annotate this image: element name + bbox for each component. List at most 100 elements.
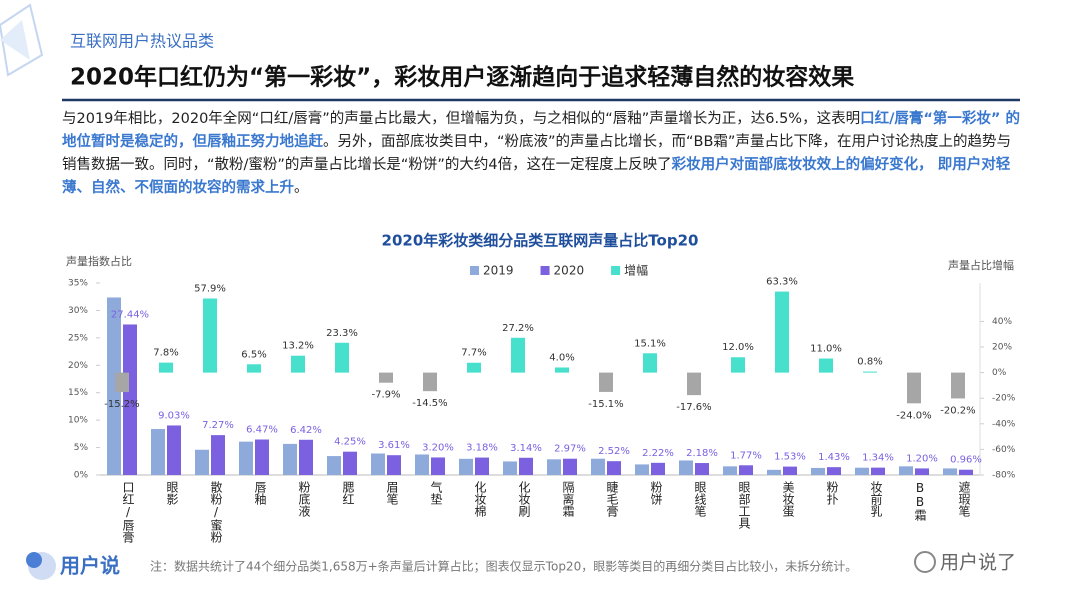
bar [591, 458, 605, 475]
bar [475, 457, 489, 475]
growth-bar [863, 371, 877, 373]
growth-label: 11.0% [810, 344, 842, 355]
growth-bar [467, 362, 481, 373]
bar [211, 435, 225, 475]
x-tick-label: 遮瑕笔 [957, 480, 971, 517]
bar [371, 453, 385, 475]
value-label: 3.20% [422, 442, 454, 453]
growth-bar [555, 367, 569, 373]
bar [651, 462, 665, 475]
legend-label: 2019 [483, 264, 514, 278]
x-tick-label: 散粉/蜜粉 [209, 480, 223, 543]
growth-bar [819, 358, 833, 373]
growth-bar [643, 353, 657, 373]
growth-bar [335, 342, 349, 373]
bar [783, 466, 797, 475]
value-label: 2.52% [598, 446, 630, 457]
growth-bar [907, 372, 921, 404]
y-tick-label: 30% [68, 306, 88, 316]
bar [943, 468, 957, 475]
bar [607, 461, 621, 475]
value-label: 7.27% [202, 420, 234, 431]
value-label: 2.18% [686, 448, 718, 459]
bar [123, 324, 137, 475]
x-tick-label: 妆前乳 [869, 481, 883, 517]
value-label: 1.20% [906, 453, 938, 464]
growth-bar [511, 337, 525, 373]
x-tick-label: 口红/唇膏 [121, 481, 135, 543]
value-label: 27.44% [111, 309, 149, 320]
bar [151, 429, 165, 475]
value-label: 3.61% [378, 440, 410, 451]
value-label: 9.03% [158, 410, 190, 421]
logo-right: 用户说了 [940, 552, 1016, 574]
growth-bar [159, 362, 173, 373]
y-tick-label: 25% [68, 333, 88, 343]
growth-bar [291, 355, 305, 373]
legend-swatch [611, 266, 621, 275]
x-tick-label: 粉扑 [825, 481, 839, 505]
legend-swatch [470, 266, 479, 275]
bar [899, 466, 913, 475]
bar [283, 443, 297, 475]
growth-label: 57.9% [194, 283, 226, 294]
bar [635, 464, 649, 475]
x-tick-label: 眼部工具 [737, 481, 751, 529]
growth-label: -24.0% [896, 410, 931, 421]
bar [415, 454, 429, 475]
bar [767, 469, 781, 475]
bar [299, 439, 313, 475]
y-tick-label: 0% [74, 471, 89, 481]
bar [387, 455, 401, 475]
growth-label: 0.8% [857, 357, 882, 368]
bar [695, 463, 709, 475]
bar [459, 458, 473, 475]
growth-bar [115, 372, 129, 393]
y2-axis-label: 声量占比增幅 [948, 258, 1014, 272]
value-label: 1.53% [774, 452, 806, 463]
growth-label: 6.5% [241, 349, 266, 360]
bar [343, 451, 357, 475]
growth-label: 4.0% [549, 352, 574, 363]
bar [503, 461, 517, 475]
bar [679, 460, 693, 475]
y2-tick-label: -80% [992, 471, 1016, 481]
growth-bar [423, 372, 437, 392]
value-label: 1.34% [862, 453, 894, 464]
value-label: 6.42% [290, 425, 322, 436]
bar [723, 466, 737, 475]
footnote: 注：数据共统计了44个细分品类1,658万+条声量后计算占比；图表仅显示Top2… [150, 559, 857, 574]
growth-label: 13.2% [282, 341, 314, 352]
bar [327, 456, 341, 475]
subtitle: 互联网用户热议品类 [70, 32, 214, 51]
decor [0, 3, 44, 77]
bar [547, 459, 561, 475]
growth-label: -17.6% [676, 402, 711, 413]
value-label: 2.97% [554, 444, 586, 455]
logo-left: 用户说 [60, 554, 120, 578]
y2-tick-label: 0% [992, 368, 1007, 378]
bar [107, 297, 121, 475]
growth-label: 12.0% [722, 342, 754, 353]
value-label: 0.96% [950, 455, 982, 466]
x-tick-label: 眼线笔 [693, 481, 707, 517]
growth-bar [731, 357, 745, 373]
chart-title: 2020年彩妆类细分品类互联网声量占比Top20 [382, 232, 699, 250]
growth-label: 7.7% [461, 348, 486, 359]
growth-label: 15.1% [634, 338, 666, 349]
x-tick-label: 化妆棉 [473, 481, 487, 517]
highlight-text: 彩妆用户对面部底妆妆效上的偏好变化， 即用户对轻薄、自然、不假面的妆容的需求上升 [62, 157, 1011, 196]
x-tick-label: 眉笔 [385, 481, 399, 505]
body-text: 与2019年相比，2020年全网“口红/唇膏”的声量占比最大，但增幅为负，与之相… [62, 111, 861, 127]
growth-label: 63.3% [766, 277, 798, 288]
growth-label: 27.2% [502, 323, 534, 334]
bar [811, 467, 825, 475]
body-text: 。 [294, 180, 309, 196]
logo-icon [26, 552, 42, 568]
value-label: 4.25% [334, 437, 366, 448]
bar [959, 469, 973, 475]
x-tick-label: 粉饼 [649, 481, 663, 506]
x-tick-label: BB霜 [913, 481, 927, 522]
x-tick-label: 眼影 [165, 481, 179, 505]
